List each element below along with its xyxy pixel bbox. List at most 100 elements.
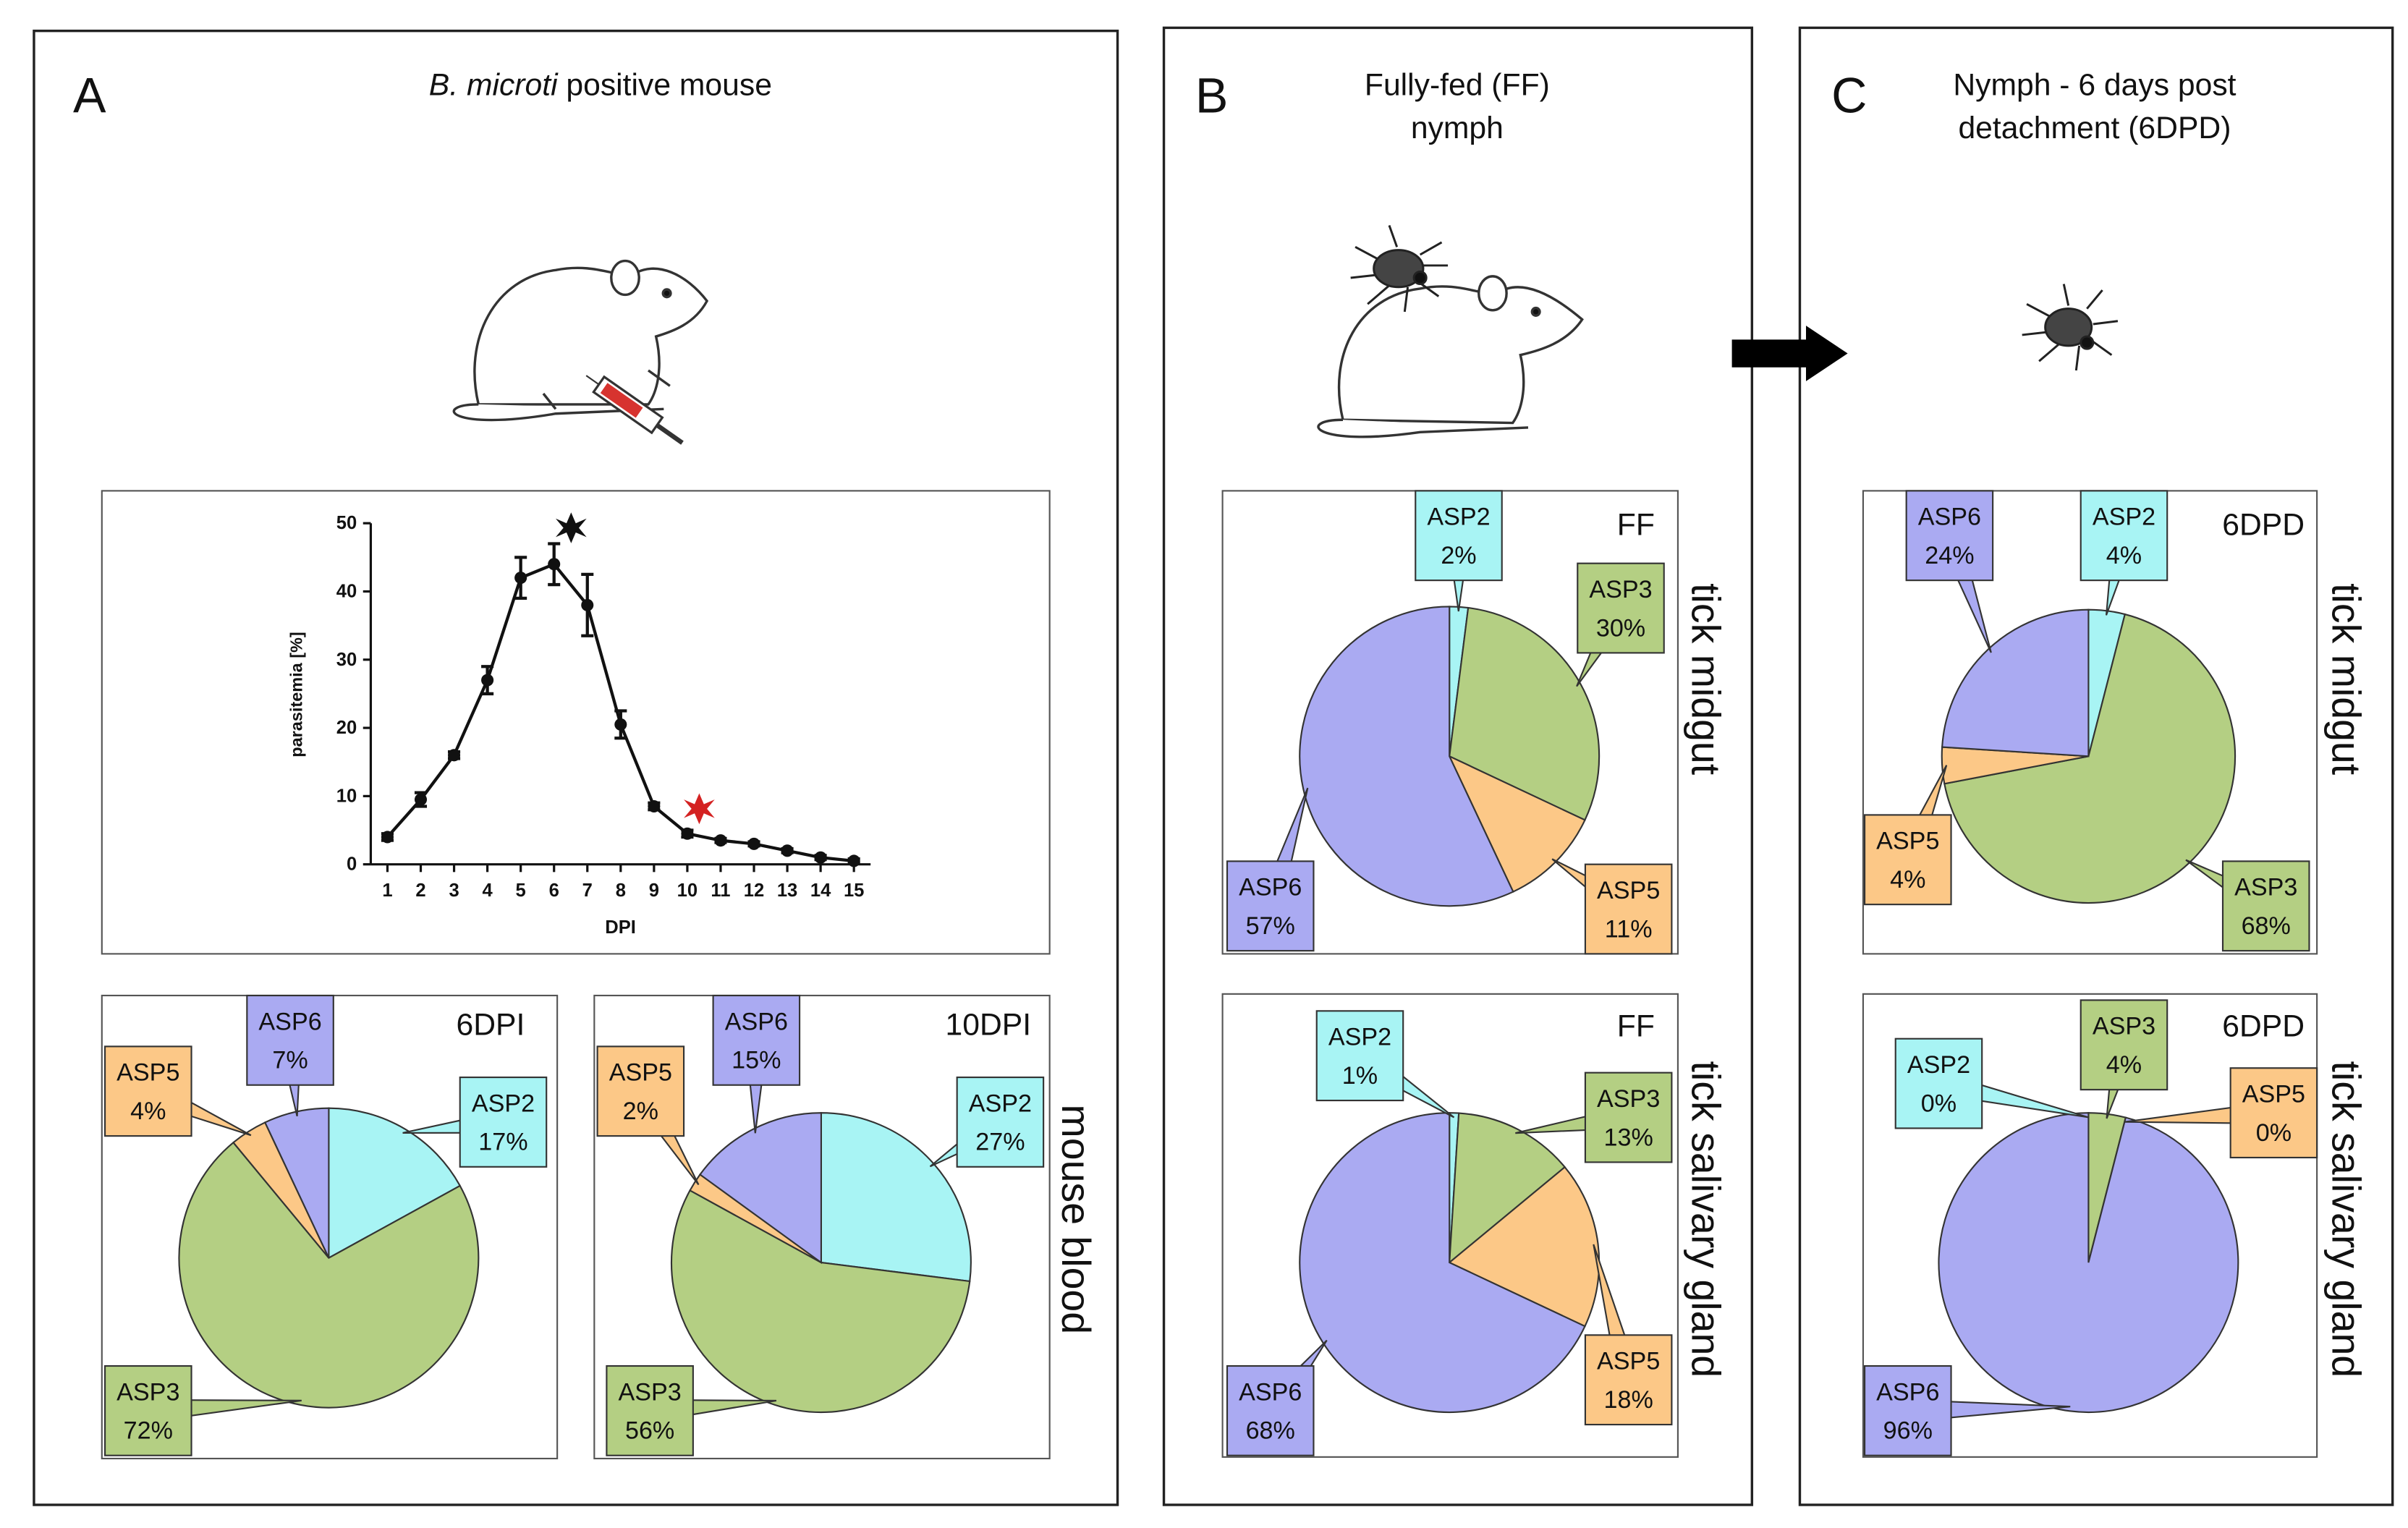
callout-box — [1905, 490, 1994, 582]
tick-illustration — [1350, 224, 1449, 313]
panel-frame — [1162, 26, 1754, 1506]
data-point — [614, 718, 627, 731]
panel-letter: B — [1195, 68, 1229, 123]
side-label: tick salivary gland — [1683, 1061, 1728, 1378]
data-point — [781, 844, 794, 857]
callout-value: 4% — [2106, 542, 2142, 569]
y-tick-label: 30 — [336, 650, 357, 670]
callout-box — [596, 1045, 685, 1137]
data-point — [381, 831, 394, 844]
callout-name: ASP2 — [969, 1090, 1032, 1117]
callout-box — [712, 994, 801, 1086]
pie-slice — [1943, 613, 2237, 904]
x-tick-label: 11 — [711, 880, 730, 901]
callout-value: 7% — [272, 1047, 308, 1074]
callout-name: ASP6 — [258, 1008, 321, 1035]
callout-name: ASP6 — [1239, 1378, 1302, 1406]
x-tick-label: 10 — [677, 880, 698, 901]
pie-title: 10DPI — [946, 1008, 1032, 1043]
side-label: tick midgut — [1683, 583, 1728, 775]
line-chart-box — [101, 490, 1051, 955]
star-marker — [684, 793, 715, 825]
pie-slice — [670, 1189, 971, 1414]
x-tick-label: 12 — [744, 880, 764, 901]
side-label: mouse blood — [1054, 1105, 1098, 1335]
pie-slice — [1941, 608, 2090, 757]
x-tick-label: 4 — [482, 880, 493, 901]
callout-box — [2080, 490, 2169, 582]
title-text: positive mouse — [566, 67, 772, 102]
callout-box — [2221, 860, 2310, 952]
callout-name: ASP5 — [1876, 828, 1939, 855]
callout-name: ASP3 — [2234, 874, 2297, 901]
x-tick-label: 13 — [777, 880, 797, 901]
callout-value: 96% — [1883, 1417, 1933, 1445]
y-tick-label: 50 — [336, 513, 357, 533]
panel-title: B. microti positive mouse — [429, 67, 772, 102]
callout-name: ASP5 — [2242, 1081, 2305, 1108]
arrow — [1731, 326, 1848, 381]
callout-value: 2% — [623, 1098, 658, 1125]
callout-name: ASP3 — [2093, 1013, 2155, 1040]
callout-box — [956, 1077, 1045, 1168]
callout-value: 1% — [1342, 1062, 1378, 1090]
callout-name: ASP2 — [1328, 1024, 1391, 1051]
data-point — [514, 572, 527, 585]
x-tick-label: 5 — [516, 880, 526, 901]
x-tick-label: 15 — [844, 880, 864, 901]
callout-value: 30% — [1596, 614, 1645, 642]
panel-frame — [1798, 26, 2394, 1506]
pie-slice — [1938, 1112, 2239, 1414]
mouse-illustration — [452, 259, 709, 422]
title-italic: B. microti — [429, 67, 559, 102]
x-tick-label: 7 — [582, 880, 593, 901]
callout-box — [104, 1364, 192, 1456]
callout-name: ASP2 — [1427, 504, 1490, 531]
star-marker — [556, 512, 587, 543]
panel-frame — [33, 29, 1119, 1506]
y-tick-label: 10 — [336, 786, 357, 806]
callout-box — [1226, 860, 1315, 952]
callout-value: 56% — [625, 1417, 674, 1445]
callout-box — [606, 1364, 694, 1456]
callout-box — [2080, 999, 2169, 1091]
callout-value: 68% — [2242, 912, 2291, 940]
mouse-illustration — [1317, 275, 1584, 438]
callout-name: ASP3 — [116, 1378, 179, 1406]
panel-title: nymph — [1411, 111, 1504, 145]
panel-title: detachment (6DPD) — [1958, 111, 2231, 145]
y-axis-label: parasitemia [%] — [287, 632, 306, 757]
pie-title: 6DPI — [456, 1008, 525, 1043]
pie-slice — [1299, 606, 1514, 907]
callout-box — [1315, 1010, 1404, 1102]
callout-box — [1226, 1364, 1315, 1456]
callout-box — [1577, 562, 1665, 654]
callout-box — [1584, 1071, 1673, 1163]
panel-letter: C — [1831, 68, 1867, 123]
callout-name: ASP5 — [116, 1059, 179, 1087]
callout-box — [2229, 1067, 2318, 1159]
callout-box — [1415, 490, 1503, 582]
callout-name: ASP5 — [1597, 1348, 1660, 1375]
callout-box — [246, 994, 334, 1086]
data-point — [747, 837, 760, 850]
callout-value: 15% — [732, 1047, 781, 1074]
callout-name: ASP3 — [1589, 576, 1652, 603]
pie-slice — [1448, 1166, 1601, 1328]
x-tick-label: 1 — [382, 880, 392, 901]
callout-value: 13% — [1604, 1124, 1653, 1151]
x-tick-label: 2 — [415, 880, 425, 901]
callout-name: ASP2 — [472, 1090, 535, 1117]
syringe — [585, 375, 684, 445]
panel-title: Fully-fed (FF) — [1365, 67, 1550, 102]
y-tick-label: 40 — [336, 581, 357, 601]
x-tick-label: 6 — [549, 880, 559, 901]
callout-name: ASP6 — [1918, 504, 1981, 531]
callout-value: 4% — [2106, 1051, 2142, 1079]
pie-title: 6DPD — [2222, 507, 2305, 542]
callout-value: 18% — [1604, 1386, 1653, 1414]
callout-name: ASP6 — [1876, 1378, 1939, 1406]
pie-slice — [699, 1112, 822, 1265]
y-tick-label: 20 — [336, 718, 357, 738]
